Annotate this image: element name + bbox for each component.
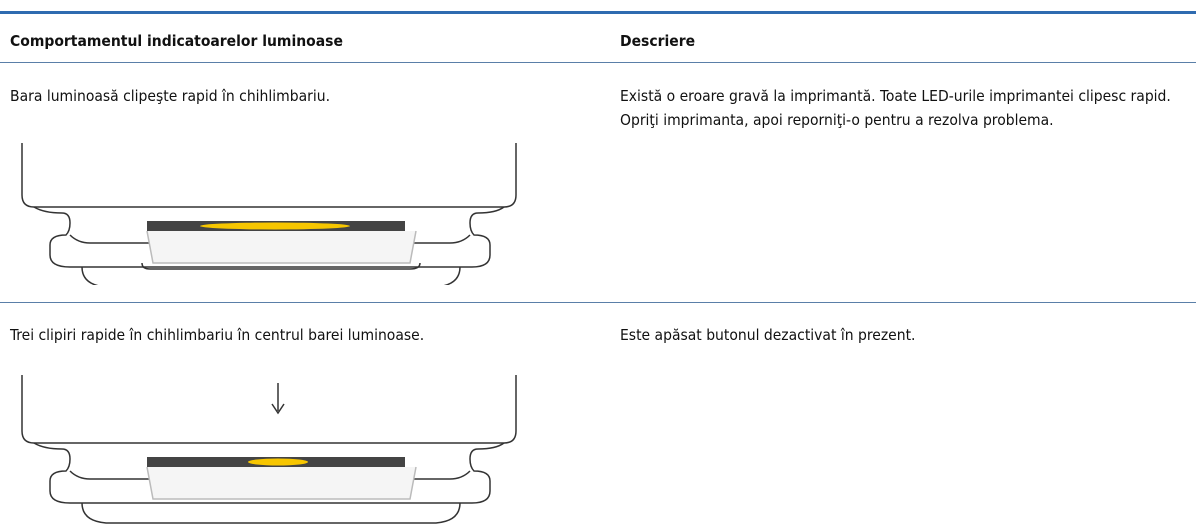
row-cell: Este apăsat butonul dezactivat în prezen… [620,326,916,344]
row-separator [0,302,1196,303]
printer-illustration [21,375,517,524]
printer-illustration [21,143,517,285]
top-rule [0,11,1196,14]
row-cell: Trei clipiri rapide în chihlimbariu în c… [10,326,425,344]
header-cell: Descriere [620,32,696,50]
row-cell: Există o eroare gravă la imprimantă. Toa… [620,87,1171,129]
header-separator [0,62,1196,63]
row-cell: Bara luminoasă clipeşte rapid în chihlim… [10,87,330,105]
header-cell: Comportamentul indicatoarelor luminoase [10,32,343,50]
